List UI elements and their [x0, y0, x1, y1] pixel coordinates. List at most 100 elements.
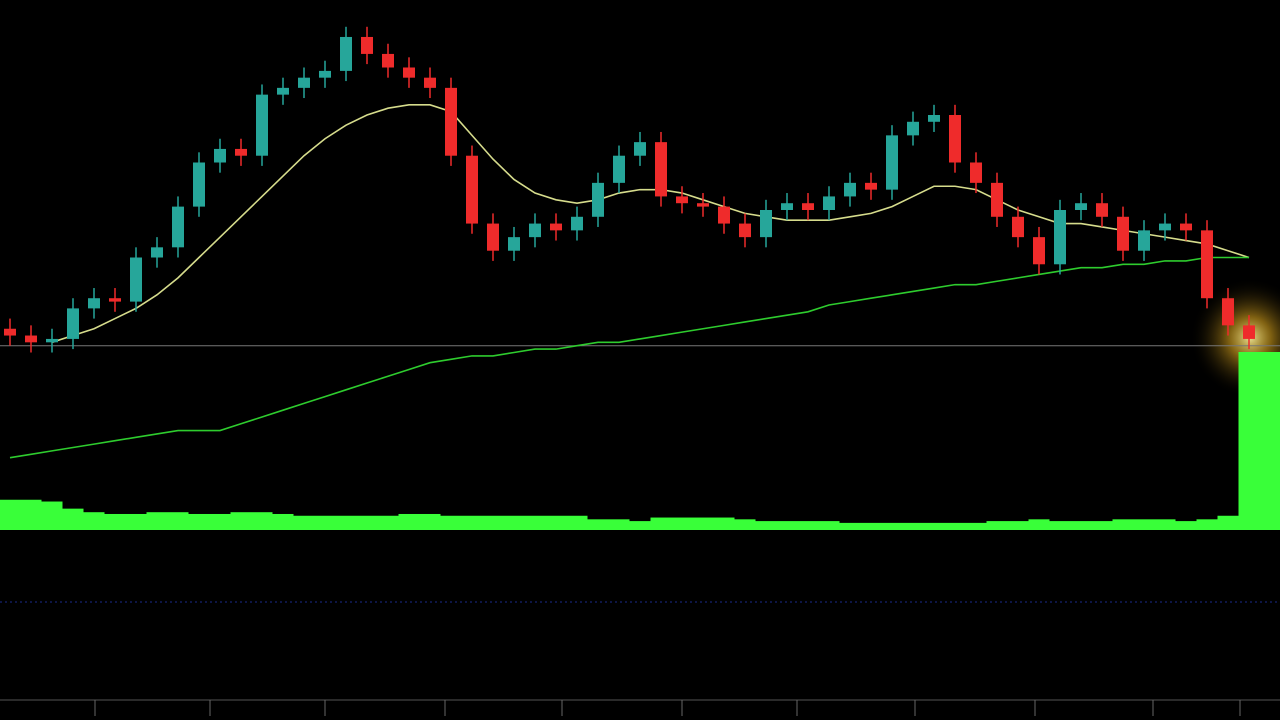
candle-body [1138, 230, 1150, 251]
candle-body [256, 94, 268, 156]
candle-body [88, 298, 100, 309]
candle-body [424, 77, 436, 88]
volume-bar [440, 515, 462, 530]
volume-bar [1133, 519, 1155, 530]
candle-body [571, 216, 583, 231]
candle-body [382, 53, 394, 68]
candle-body [760, 210, 772, 238]
volume-bar [1154, 519, 1176, 530]
volume-bar [1028, 519, 1050, 530]
candle-body [1117, 216, 1129, 251]
volume-bar [839, 522, 861, 530]
volume-bar [83, 512, 105, 530]
candle-body [466, 155, 478, 224]
candle-body [823, 196, 835, 210]
volume-bar [1175, 521, 1197, 530]
volume-bar [671, 517, 693, 530]
candle-body [718, 206, 730, 224]
volume-bar [944, 522, 966, 530]
volume-bar [1007, 521, 1029, 530]
volume-bar [20, 499, 42, 530]
candle-body [1201, 230, 1213, 299]
volume-bar [650, 517, 672, 530]
candle-body [151, 247, 163, 258]
candle-body [67, 308, 79, 339]
volume-bar [251, 512, 273, 530]
candle-body [1033, 237, 1045, 265]
candle-body [655, 142, 667, 197]
volume-bar [986, 521, 1008, 530]
candle-body [1222, 298, 1234, 326]
volume-bar [629, 521, 651, 530]
candle-body [445, 87, 457, 156]
volume-bar [398, 513, 420, 530]
candle-body [634, 142, 646, 156]
moving-average [51, 104, 1250, 344]
volume-bar [377, 515, 399, 530]
volume-bar [755, 521, 777, 530]
candle-body [739, 223, 751, 238]
volume-bar [524, 515, 546, 530]
candle-body [844, 182, 856, 197]
candle-body [4, 328, 16, 336]
volume-bar [1049, 521, 1071, 530]
volume-bar [0, 499, 21, 530]
volume-bar [797, 521, 819, 530]
candle-body [802, 203, 814, 210]
candle-body [1243, 325, 1255, 339]
candle-body [172, 206, 184, 248]
candle-body [1075, 203, 1087, 210]
candle-body [1159, 223, 1171, 231]
volume-bar [1112, 519, 1134, 530]
volume-bar [230, 512, 252, 530]
volume-bar [125, 513, 147, 530]
volume-bar [314, 515, 336, 530]
candle-body [907, 121, 919, 136]
volume-bar [587, 519, 609, 530]
volume-bar [1091, 521, 1113, 530]
candle-body [970, 162, 982, 183]
volume-bar [545, 515, 567, 530]
candle-body [340, 36, 352, 71]
volume-bar [146, 512, 168, 530]
volume-bar [461, 515, 483, 530]
volume-bar [482, 515, 504, 530]
candle-body [319, 70, 331, 78]
candle-body [487, 223, 499, 251]
volume-bar [335, 515, 357, 530]
volume-bar [1217, 515, 1239, 530]
time-ticks [94, 700, 1241, 716]
candle-body [991, 182, 1003, 217]
volume-bar [356, 515, 378, 530]
candle-body [676, 196, 688, 204]
candle-body [361, 36, 373, 54]
candle-body [1012, 216, 1024, 238]
volume-bar [503, 515, 525, 530]
volume-bar [923, 522, 945, 530]
volume-bar [818, 521, 840, 530]
candle-body [277, 87, 289, 95]
volume-bar [62, 508, 84, 530]
volume-bar [713, 517, 735, 530]
candle-body [1180, 223, 1192, 231]
volume-bar [1070, 521, 1092, 530]
volume-bar [1238, 352, 1280, 530]
volume-bar [860, 522, 882, 530]
volume-bar [608, 519, 630, 530]
candle-body [214, 148, 226, 163]
moving-average [9, 256, 1249, 459]
candle-body [613, 155, 625, 183]
candle-body [529, 223, 541, 238]
volume-bar [419, 513, 441, 530]
candle-body [928, 115, 940, 122]
candle-body [1054, 210, 1066, 265]
candle-body [508, 237, 520, 251]
candle-body [25, 335, 37, 343]
candle-body [592, 182, 604, 217]
candle-body [298, 77, 310, 88]
candle-body [1096, 203, 1108, 217]
volume-bar [881, 522, 903, 530]
candle-body [109, 298, 121, 302]
